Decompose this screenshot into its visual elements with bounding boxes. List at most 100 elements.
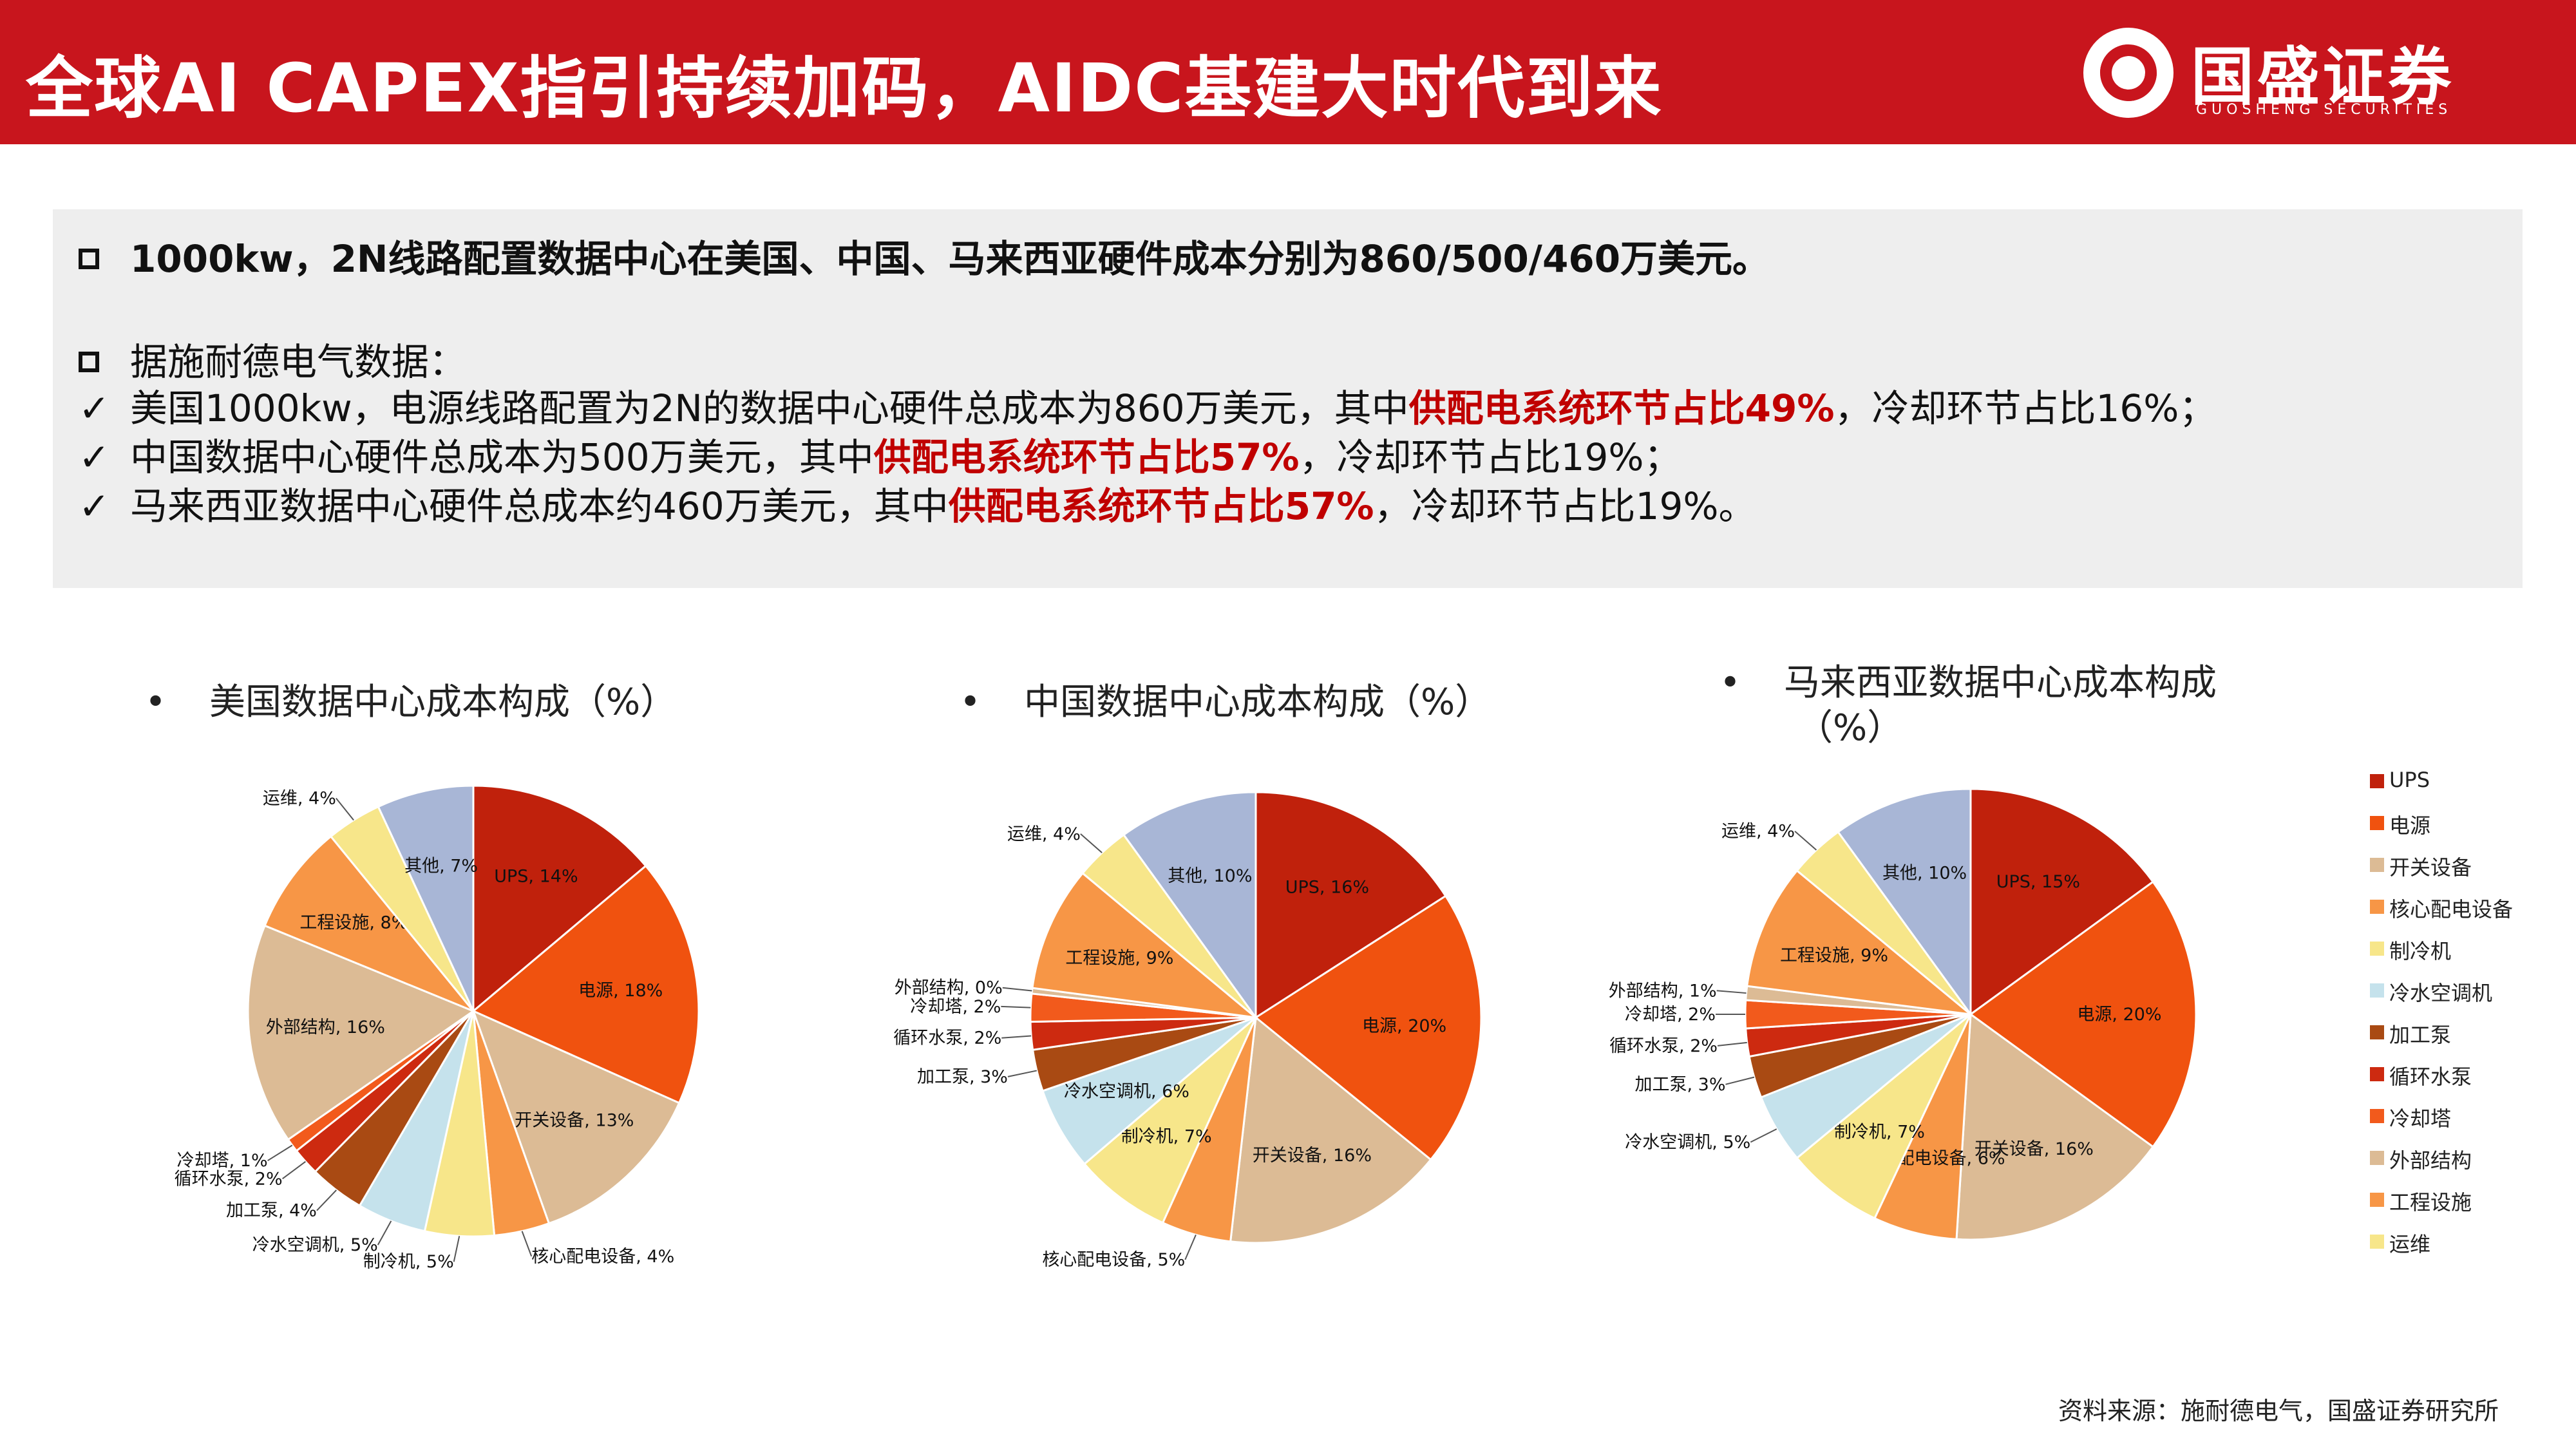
legend-swatch [2370, 1109, 2384, 1123]
pie-slice-label: 其他, 10% [1882, 863, 1967, 883]
pie-leader-line [316, 1189, 337, 1211]
pie-slice [1837, 788, 1972, 1018]
pie-slice-label: 运维, 4% [1007, 824, 1081, 844]
pie-slice-label: 外部结构, 1% [1609, 981, 1717, 1001]
chart-title-us-text: 美国数据中心成本构成（%） [209, 681, 677, 723]
my-text-highlight: 供配电系统环节占比57% [948, 484, 1374, 528]
pie-slice [1955, 1012, 2155, 1241]
legend-label: 电源 [2389, 813, 2431, 838]
legend-swatch [2370, 816, 2384, 830]
legend-label: 循环水泵 [2389, 1065, 2472, 1089]
legend-swatch [2370, 983, 2384, 998]
pie-slice [1031, 871, 1259, 1019]
pie-slice [471, 1009, 681, 1225]
pie-slice [377, 784, 475, 1012]
chart-title-my-unit: （%） [1797, 707, 1904, 749]
pie-slice-label: 加工泵, 3% [1634, 1075, 1725, 1095]
pie-slice-label: 冷水空调机, 5% [252, 1235, 378, 1255]
pie-slice-label: 电源, 20% [1362, 1016, 1446, 1036]
pie-slice [1969, 880, 2197, 1148]
pie-slice-label: 工程设施, 8% [299, 913, 408, 933]
pie-leader-line [267, 1144, 293, 1162]
legend-swatch [2370, 858, 2384, 872]
pie-slice [1041, 1016, 1256, 1166]
pie-slice-label: 外部结构, 16% [266, 1018, 385, 1037]
legend-label: 外部结构 [2389, 1148, 2472, 1173]
pie-slice [1746, 869, 1974, 1016]
pie-slice [1229, 1016, 1432, 1244]
legend-label: 运维 [2389, 1232, 2431, 1256]
pie-slice [472, 784, 647, 1014]
pie-slice-label: 开关设备, 16% [1975, 1139, 2094, 1159]
pie-slice [1122, 791, 1257, 1021]
legend-swatch [2370, 1193, 2384, 1207]
us-text-highlight: 供配电系统环节占比49% [1408, 386, 1835, 430]
pie-slice [1969, 788, 2155, 1016]
pie-slice-label: 加工泵, 4% [226, 1201, 317, 1221]
legend-label: UPS [2389, 768, 2430, 792]
pie-slice-label: 冷却塔, 1% [177, 1151, 268, 1171]
legend-label: 冷却塔 [2389, 1106, 2452, 1131]
pie-leader-line [282, 1160, 307, 1180]
summary-us: ✓ 美国1000kw，电源线路配置为2N的数据中心硬件总成本为860万美元，其中供… [79, 378, 2216, 432]
pie-slice-label: 冷却塔, 2% [910, 997, 1001, 1017]
pie-leader-line [377, 1220, 392, 1245]
legend-swatch [2370, 1235, 2384, 1249]
pie-slice-label: 运维, 4% [263, 789, 336, 809]
pie-slice-label: UPS, 15% [1996, 872, 2080, 892]
summary-line-2: 据施耐德电气数据： [79, 332, 466, 386]
pie-slice-label: 冷水空调机, 5% [1625, 1133, 1750, 1153]
pie-leader-line [453, 1236, 460, 1262]
cn-text-post: ，冷却环节占比19%； [1299, 435, 1681, 479]
pie-slice-label: 电源, 18% [578, 981, 663, 1001]
pie-slice-label: 运维, 4% [1721, 822, 1795, 842]
legend-label: 核心配电设备 [2389, 897, 2514, 922]
legend-swatch [2370, 900, 2384, 914]
us-text-pre: 美国1000kw，电源线路配置为2N的数据中心硬件总成本为860万美元，其中 [130, 386, 1409, 430]
pie-slice [1254, 895, 1482, 1161]
logo-icon [2083, 28, 2174, 118]
square-bullet-icon [79, 351, 99, 372]
chart-title-my: • 马来西亚数据中心成本构成 [1719, 654, 2217, 706]
pie-leader-line [1717, 1041, 1747, 1046]
pie-chart-0: UPS, 14% 电源, 18% 开关设备, 13% 核心配电设备, 4% 制冷机, 5… [175, 784, 700, 1272]
pie-slice-label: 制冷机, 7% [1834, 1122, 1925, 1142]
pie-leader-line [1001, 1005, 1031, 1009]
bullet-icon: • [960, 681, 981, 723]
pie-leader-line [1794, 830, 1817, 851]
pie-leader-line [1080, 833, 1103, 853]
my-text-pre: 马来西亚数据中心硬件总成本约460万美元，其中 [130, 484, 949, 528]
legend-swatch [2370, 774, 2384, 788]
pie-leader-line [1725, 1076, 1755, 1085]
header-bar: 全球AI CAPEX指引持续加码，AIDC基建大时代到来 国盛证券 GUOSHE… [0, 0, 2576, 144]
cn-text-highlight: 供配电系统环节占比57% [873, 435, 1300, 479]
pie-slice [1083, 1016, 1257, 1224]
check-icon: ✓ [79, 386, 110, 430]
legend-label: 制冷机 [2389, 939, 2452, 963]
pie-slice [247, 924, 476, 1141]
summary-line-1-text: 1000kw，2N线路配置数据中心在美国、中国、马来西亚硬件成本分别为860/5… [130, 237, 1770, 281]
legend-label: 冷水空调机 [2389, 981, 2493, 1005]
summary-my: ✓ 马来西亚数据中心硬件总成本约460万美元，其中供配电系统环节占比57%，冷却环… [79, 476, 1756, 530]
legend-swatch [2370, 1067, 2384, 1081]
logo-english: GUOSHENG SECURITIES [2196, 102, 2452, 118]
pie-leader-line [1750, 1128, 1777, 1143]
pie-slice [1795, 1013, 1972, 1220]
chart-title-us: • 美国数据中心成本构成（%） [145, 673, 676, 725]
pie-leader-line [1007, 1070, 1037, 1077]
summary-line-1: 1000kw，2N线路配置数据中心在美国、中国、马来西亚硬件成本分别为860/5… [79, 229, 1770, 283]
chart-title-cn-text: 中国数据中心成本构成（%） [1024, 681, 1492, 723]
logo-name: 国盛证券 [2191, 41, 2454, 114]
summary-cn: ✓ 中国数据中心硬件总成本为500万美元，其中供配电系统环节占比57%，冷却环节占… [79, 427, 1681, 481]
legend-label: 开关设备 [2389, 855, 2472, 880]
pie-slice-label: 工程设施, 9% [1780, 945, 1888, 965]
pie-slice-label: 工程设施, 9% [1065, 948, 1173, 968]
source-note: 资料来源：施耐德电气，国盛证券研究所 [2058, 1397, 2499, 1425]
chart-title-cn: • 中国数据中心成本构成（%） [960, 673, 1491, 725]
legend-swatch [2370, 1025, 2384, 1039]
pie-slice-label: 核心配电设备, 4% [531, 1247, 674, 1267]
summary-line-2-text: 据施耐德电气数据： [130, 340, 467, 384]
pie-slice-label: 开关设备, 13% [515, 1111, 634, 1131]
pie-slice-label: UPS, 16% [1285, 877, 1369, 897]
